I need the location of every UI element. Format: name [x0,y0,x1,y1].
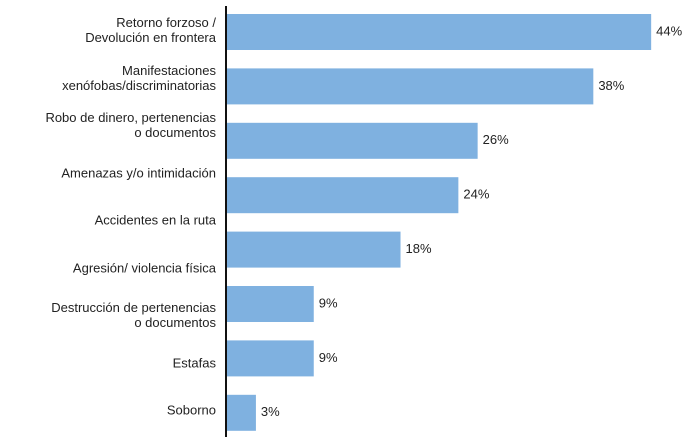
bar [227,14,652,50]
category-label: Manifestaciones xenófobas/discriminatori… [62,62,216,93]
value-label: 38% [598,78,624,93]
value-label: 9% [319,295,338,310]
category-label: Accidentes en la ruta [94,212,216,228]
bar [227,286,314,322]
value-label: 9% [319,350,338,365]
category-label: Amenazas y/o intimidación [61,165,216,180]
value-label: 44% [656,23,682,38]
category-label: Estafas [172,355,216,370]
bar [227,122,478,159]
bar [227,231,401,268]
category-label: Soborno [166,402,216,418]
bar [227,177,459,214]
value-label: 26% [483,132,509,147]
category-label: Destrucción de pertenencias o documentos [51,300,216,330]
value-label: 3% [261,404,280,419]
value-label: 24% [463,187,489,202]
bar [227,394,256,431]
category-label: Robo de dinero, pertenencias o documento… [45,110,216,140]
value-label: 18% [406,241,432,256]
category-label: Agresión/ violencia física [72,260,216,275]
bar [227,340,314,377]
bar [227,68,594,105]
category-label: Retorno forzoso / Devolución en frontera [85,15,216,45]
